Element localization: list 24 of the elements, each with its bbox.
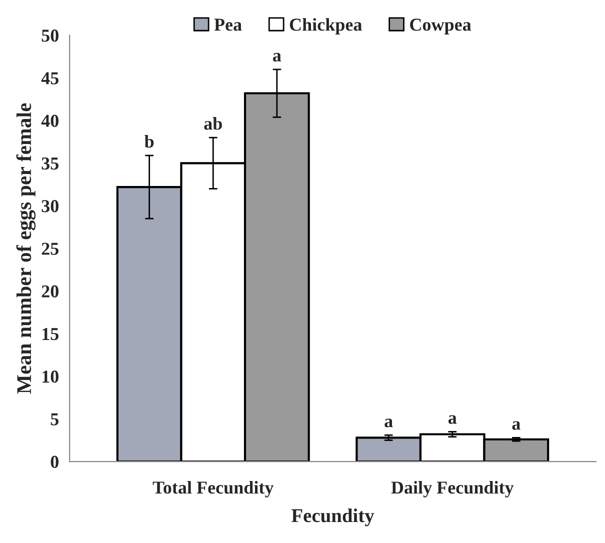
y-tick-label: 45 [41,72,58,84]
annotation: a [384,418,393,428]
y-tick-label: 25 [42,242,58,255]
y-tick-label: 50 [42,30,58,42]
x-axis-title: Fecundity [291,508,374,526]
y-tick-label: 35 [42,157,58,170]
annotation: a [272,52,282,62]
y-tick-label: 10 [42,370,58,383]
y-tick-label: 15 [42,328,58,340]
annotation: ab [204,117,222,130]
annotation: a [448,415,457,424]
annotation: a [512,421,520,430]
y-tick-label: 20 [42,285,58,298]
x-tick-label: Total Fecundity [152,480,274,498]
y-tick-label: 40 [41,114,58,127]
legend-label: Pea [214,18,242,31]
y-tick-label: 0 [50,456,58,468]
y-tick-label: 30 [42,200,58,212]
annotation: b [144,134,154,148]
y-axis-title: Mean number of eggs per female [16,103,36,394]
legend-label: Cowpea [410,18,472,34]
x-tick-label: Daily Fecundity [391,480,514,498]
legend-label: Chickpea [290,18,362,34]
y-tick-label: 5 [50,413,58,426]
